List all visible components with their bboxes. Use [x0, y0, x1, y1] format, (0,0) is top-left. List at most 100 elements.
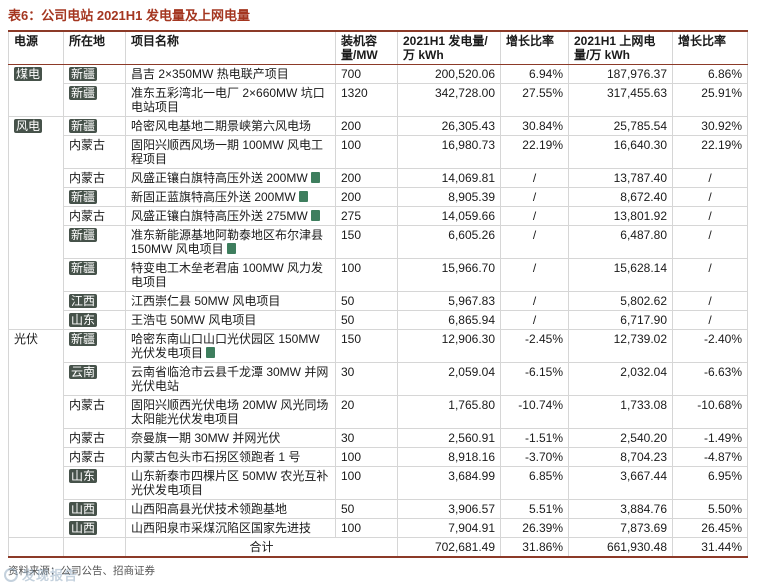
grid-power-cell: 5,802.62 [568, 291, 673, 311]
location-cell: 新疆 [63, 329, 126, 363]
project-cell: 王浩屯 50MW 风电项目 [125, 310, 336, 330]
grid-power-cell: 15,628.14 [568, 258, 673, 292]
location-label: 山西 [69, 502, 98, 516]
power-source-label: 光伏 [14, 332, 39, 346]
location-label: 新疆 [69, 119, 98, 133]
grid-power-cell: 8,704.23 [568, 447, 673, 467]
generation-cell: 2,560.91 [397, 428, 501, 448]
green-tag-icon [310, 210, 320, 221]
project-cell: 山西阳泉市采煤沉陷区国家先进技 [125, 518, 336, 538]
grid-power-cell: 317,455.63 [568, 83, 673, 117]
grid-growth-cell: / [672, 258, 748, 292]
generation-growth-cell: -2.45% [500, 329, 569, 363]
project-cell: 内蒙古包头市石拐区领跑者 1 号 [125, 447, 336, 467]
grid-power-cell: 16,640.30 [568, 135, 673, 169]
table-row: 山西 山西阳泉市采煤沉陷区国家先进技 100 7,904.91 26.39% 7,873.… [9, 518, 748, 538]
location-label: 新疆 [69, 190, 98, 204]
location-label: 新疆 [69, 67, 98, 81]
power-source-cell: 风电 [8, 116, 64, 330]
table-row: 山东 山东新泰市四棵片区 50MW 农光互补光伏发电项目 100 3,684.99 6.… [9, 466, 748, 500]
generation-cell: 26,305.43 [397, 116, 501, 136]
total-generation-growth: 31.86% [500, 537, 569, 558]
total-grid-growth: 31.44% [672, 537, 748, 558]
project-cell: 云南省临沧市云县千龙潭 30MW 并网光伏电站 [125, 362, 336, 396]
location-label: 新疆 [69, 228, 98, 242]
generation-growth-cell: 6.85% [500, 466, 569, 500]
capacity-cell: 50 [335, 310, 398, 330]
location-cell: 云南 [63, 362, 126, 396]
green-tag-icon [310, 172, 320, 183]
capacity-cell: 275 [335, 206, 398, 226]
capacity-cell: 100 [335, 135, 398, 169]
capacity-cell: 20 [335, 395, 398, 429]
generation-growth-cell: 5.51% [500, 499, 569, 519]
power-plants-table: 电源 所在地 项目名称 装机容量/MW 2021H1 发电量/万 kWh 增长比… [8, 30, 748, 558]
generation-growth-cell: 22.19% [500, 135, 569, 169]
grid-growth-cell: / [672, 291, 748, 311]
header-row: 电源 所在地 项目名称 装机容量/MW 2021H1 发电量/万 kWh 增长比… [8, 30, 748, 65]
table-row: 内蒙古 奈曼旗一期 30MW 并网光伏 30 2,560.91 -1.51% 2,540.… [9, 428, 748, 448]
location-label: 山东 [69, 313, 98, 327]
location-cell: 山东 [63, 466, 126, 500]
table-row: 新疆 新固正蓝旗特高压外送 200MW 200 8,905.39/8,672.40/ [9, 187, 748, 207]
project-name: 风盛正镶白旗特高压外送 200MW [131, 171, 308, 185]
power-source-cell: 煤电 [8, 64, 64, 117]
project-name: 云南省临沧市云县千龙潭 30MW 并网光伏电站 [131, 365, 329, 393]
generation-growth-cell: 30.84% [500, 116, 569, 136]
generation-cell: 8,918.16 [397, 447, 501, 467]
col-header-grid-power: 2021H1 上网电量/万 kWh [568, 30, 673, 65]
grid-growth-cell: 22.19% [672, 135, 748, 169]
location-cell: 山西 [63, 518, 126, 538]
power-source-cell: 光伏 [8, 329, 64, 538]
location-label: 山西 [69, 521, 98, 535]
location-cell: 内蒙古 [63, 135, 126, 169]
table-row: 山西 山西阳高县光伏技术领跑基地 50 3,906.57 5.51% 3,884.76 5.… [9, 499, 748, 519]
location-label: 内蒙古 [69, 431, 106, 445]
capacity-cell: 700 [335, 64, 398, 84]
capacity-cell: 100 [335, 258, 398, 292]
grid-growth-cell: 26.45% [672, 518, 748, 538]
project-cell: 准东新能源基地阿勒泰地区布尔津县 150MW 风电项目 [125, 225, 336, 259]
table-title: 表6：公司电站 2021H1 发电量及上网电量 [8, 8, 250, 23]
location-cell: 江西 [63, 291, 126, 311]
grid-power-cell: 25,785.54 [568, 116, 673, 136]
table-row: 光伏 新疆 哈密东南山口山口光伏园区 150MW 光伏发电项目 150 12,906.3… [8, 329, 748, 538]
project-cell: 风盛正镶白旗特高压外送 275MW [125, 206, 336, 226]
project-cell: 特变电工木垒老君庙 100MW 风力发电项目 [125, 258, 336, 292]
grid-power-cell: 13,801.92 [568, 206, 673, 226]
col-header-project-name: 项目名称 [125, 30, 336, 65]
location-label: 新疆 [69, 261, 98, 275]
source-note: 资料来源：公司公告、招商证券 [8, 565, 155, 577]
location-cell: 内蒙古 [63, 447, 126, 467]
project-name: 江西崇仁县 50MW 风电项目 [131, 294, 281, 308]
grid-growth-cell: / [672, 225, 748, 259]
generation-growth-cell: 6.94% [500, 64, 569, 84]
project-cell: 奈曼旗一期 30MW 并网光伏 [125, 428, 336, 448]
location-label: 云南 [69, 365, 98, 379]
location-cell: 新疆 [63, 258, 126, 292]
capacity-cell: 100 [335, 447, 398, 467]
project-name: 固阳兴顺西风场一期 100MW 风电工程项目 [131, 138, 324, 166]
project-name: 固阳兴顺西光伏电场 20MW 风光同场太阳能光伏发电项目 [131, 398, 329, 426]
col-header-capacity: 装机容量/MW [335, 30, 398, 65]
project-name: 哈密东南山口山口光伏园区 150MW 光伏发电项目 [131, 332, 320, 360]
location-label: 山东 [69, 469, 98, 483]
project-name: 奈曼旗一期 30MW 并网光伏 [131, 431, 281, 445]
location-cell: 新疆 [63, 225, 126, 259]
table-row: 云南 云南省临沧市云县千龙潭 30MW 并网光伏电站 30 2,059.04 -6.15… [9, 362, 748, 396]
total-empty-cell [8, 537, 64, 558]
generation-growth-cell: 26.39% [500, 518, 569, 538]
grid-power-cell: 1,733.08 [568, 395, 673, 429]
table-row: 山东 王浩屯 50MW 风电项目 50 6,865.94/6,717.90/ [9, 310, 748, 330]
generation-growth-cell: / [500, 206, 569, 226]
location-cell: 内蒙古 [63, 168, 126, 188]
grid-growth-cell: 25.91% [672, 83, 748, 117]
generation-cell: 3,684.99 [397, 466, 501, 500]
generation-cell: 6,865.94 [397, 310, 501, 330]
generation-cell: 16,980.73 [397, 135, 501, 169]
location-cell: 新疆 [63, 64, 126, 84]
location-cell: 新疆 [63, 116, 126, 136]
project-name: 风盛正镶白旗特高压外送 275MW [131, 209, 308, 223]
capacity-cell: 100 [335, 518, 398, 538]
location-label: 新疆 [69, 86, 98, 100]
